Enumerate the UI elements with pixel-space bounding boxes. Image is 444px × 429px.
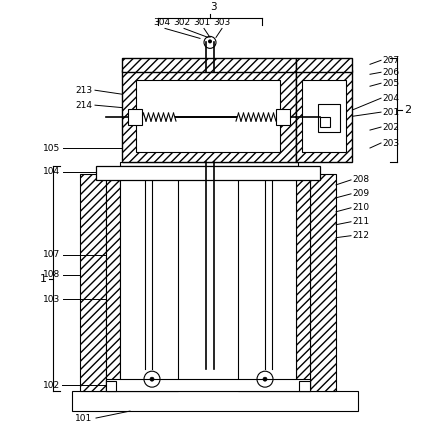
Bar (128, 109, 142, 125)
Bar (296, 58, 352, 72)
Text: 205: 205 (382, 79, 399, 88)
Text: 214: 214 (75, 101, 92, 110)
Text: 201: 201 (382, 108, 399, 117)
Text: 3: 3 (210, 3, 216, 12)
Bar (136, 80, 280, 152)
Bar (122, 58, 296, 72)
Bar (106, 174, 120, 391)
Text: 210: 210 (352, 203, 369, 212)
Text: 212: 212 (352, 231, 369, 240)
Text: 1: 1 (40, 274, 47, 284)
Text: 208: 208 (352, 175, 369, 184)
Bar (320, 117, 330, 127)
Bar (238, 174, 296, 391)
Text: 213: 213 (75, 86, 92, 95)
Bar (122, 70, 296, 162)
Bar (276, 109, 290, 125)
Text: 2: 2 (404, 105, 411, 115)
Text: 302: 302 (174, 18, 190, 27)
Bar (296, 70, 352, 162)
Text: 303: 303 (214, 18, 230, 27)
Bar (106, 381, 116, 391)
Bar (106, 379, 310, 391)
Text: 206: 206 (382, 68, 399, 77)
Bar (318, 104, 340, 132)
Text: 104: 104 (43, 167, 60, 176)
Bar (96, 166, 320, 180)
Text: 209: 209 (352, 189, 369, 198)
Bar (296, 174, 310, 391)
Bar (299, 381, 310, 391)
Bar (302, 80, 346, 152)
Circle shape (263, 377, 267, 381)
Text: 108: 108 (43, 270, 60, 279)
Bar (120, 174, 178, 391)
Text: 207: 207 (382, 56, 399, 65)
Text: 107: 107 (43, 250, 60, 259)
Text: 102: 102 (43, 381, 60, 390)
Text: 101: 101 (75, 414, 92, 423)
Bar (120, 162, 298, 166)
Circle shape (208, 39, 212, 43)
Text: 301: 301 (194, 18, 210, 27)
Text: 304: 304 (154, 18, 170, 27)
Text: 211: 211 (352, 217, 369, 226)
Bar (310, 174, 336, 391)
Text: 105: 105 (43, 144, 60, 152)
Text: 204: 204 (382, 94, 399, 103)
Bar (80, 174, 106, 391)
Text: 103: 103 (43, 295, 60, 304)
Text: 203: 203 (382, 139, 399, 148)
Bar (72, 391, 358, 411)
Text: 202: 202 (382, 123, 399, 132)
Circle shape (150, 377, 154, 381)
